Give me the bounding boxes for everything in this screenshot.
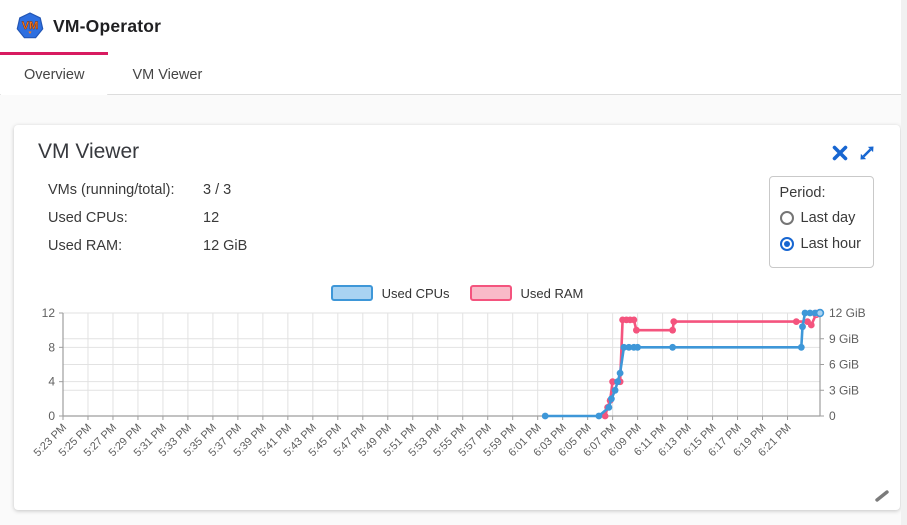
svg-text:0: 0 bbox=[48, 409, 55, 423]
svg-text:9 GiB: 9 GiB bbox=[829, 332, 859, 346]
tab-overview[interactable]: Overview bbox=[0, 52, 109, 104]
vm-operator-logo-icon: VM bbox=[16, 12, 44, 39]
svg-text:VM: VM bbox=[22, 20, 39, 32]
period-label: Period: bbox=[779, 185, 826, 201]
svg-text:4: 4 bbox=[48, 375, 55, 389]
stat-value: 12 GiB bbox=[203, 238, 248, 254]
legend-entry: Used RAM bbox=[469, 285, 584, 301]
legend-entry: Used CPUs bbox=[330, 285, 450, 301]
stats-list: VMs (running/total): 3 / 3 Used CPUs: 12 Use… bbox=[48, 176, 769, 268]
stat-label: Used CPUs: bbox=[48, 210, 128, 226]
main-content: VM Viewer VMs (running/total): 3 / 3 Used … bbox=[0, 95, 901, 525]
vm-viewer-panel: VM Viewer VMs (running/total): 3 / 3 Used … bbox=[14, 125, 900, 510]
period-option-last-day[interactable]: Last day bbox=[779, 205, 861, 231]
stat-label: Used RAM: bbox=[48, 238, 123, 254]
period-selector: Period: Last day Last hour bbox=[768, 176, 874, 268]
app-title: VM-Operator bbox=[53, 15, 162, 36]
tab-bar: Overview VM Viewer bbox=[0, 52, 901, 104]
legend-swatch-icon bbox=[330, 285, 373, 301]
svg-text:6 GiB: 6 GiB bbox=[829, 358, 859, 372]
radio-button-icon bbox=[779, 237, 794, 251]
stat-value: 3 / 3 bbox=[203, 182, 232, 198]
panel-actions bbox=[831, 144, 876, 162]
legend-swatch-icon bbox=[469, 285, 512, 301]
scrollbar-track[interactable] bbox=[901, 0, 907, 525]
svg-text:3 GiB: 3 GiB bbox=[829, 383, 859, 397]
stat-row: Used CPUs: 12 bbox=[48, 204, 769, 232]
legend-label: Used RAM bbox=[520, 285, 584, 301]
usage-chart: 0 4 8 12 0 3 GiB 6 GiB 9 GiB 12 GiB 5:23 PM 5:25 P… bbox=[14, 304, 900, 504]
radio-button-icon bbox=[779, 211, 794, 225]
stat-row: Used RAM: 12 GiB bbox=[48, 232, 769, 260]
active-tab-indicator bbox=[0, 52, 109, 55]
maximize-icon[interactable] bbox=[858, 144, 876, 162]
app-header: VM VM-Operator bbox=[0, 0, 901, 52]
svg-text:8: 8 bbox=[48, 340, 55, 354]
tab-label: VM Viewer bbox=[132, 67, 203, 83]
svg-text:0: 0 bbox=[829, 409, 836, 423]
stat-value: 12 bbox=[203, 210, 220, 226]
tab-label: Overview bbox=[24, 67, 85, 83]
radio-label: Last hour bbox=[800, 236, 861, 252]
chart-legend: Used CPUs Used RAM bbox=[14, 284, 900, 302]
stat-row: VMs (running/total): 3 / 3 bbox=[48, 176, 769, 204]
tab-vm-viewer[interactable]: VM Viewer bbox=[108, 52, 226, 95]
period-option-last-hour[interactable]: Last hour bbox=[779, 231, 861, 257]
legend-label: Used CPUs bbox=[381, 285, 450, 301]
close-icon[interactable] bbox=[831, 144, 849, 162]
svg-text:12: 12 bbox=[42, 306, 56, 320]
panel-title: VM Viewer bbox=[38, 140, 140, 163]
summary-row: VMs (running/total): 3 / 3 Used CPUs: 12 Use… bbox=[14, 164, 900, 268]
svg-text:12 GiB: 12 GiB bbox=[829, 306, 866, 320]
radio-label: Last day bbox=[800, 210, 856, 226]
stat-label: VMs (running/total): bbox=[48, 182, 175, 198]
resize-handle-icon[interactable] bbox=[874, 489, 890, 503]
panel-header: VM Viewer bbox=[14, 125, 900, 164]
